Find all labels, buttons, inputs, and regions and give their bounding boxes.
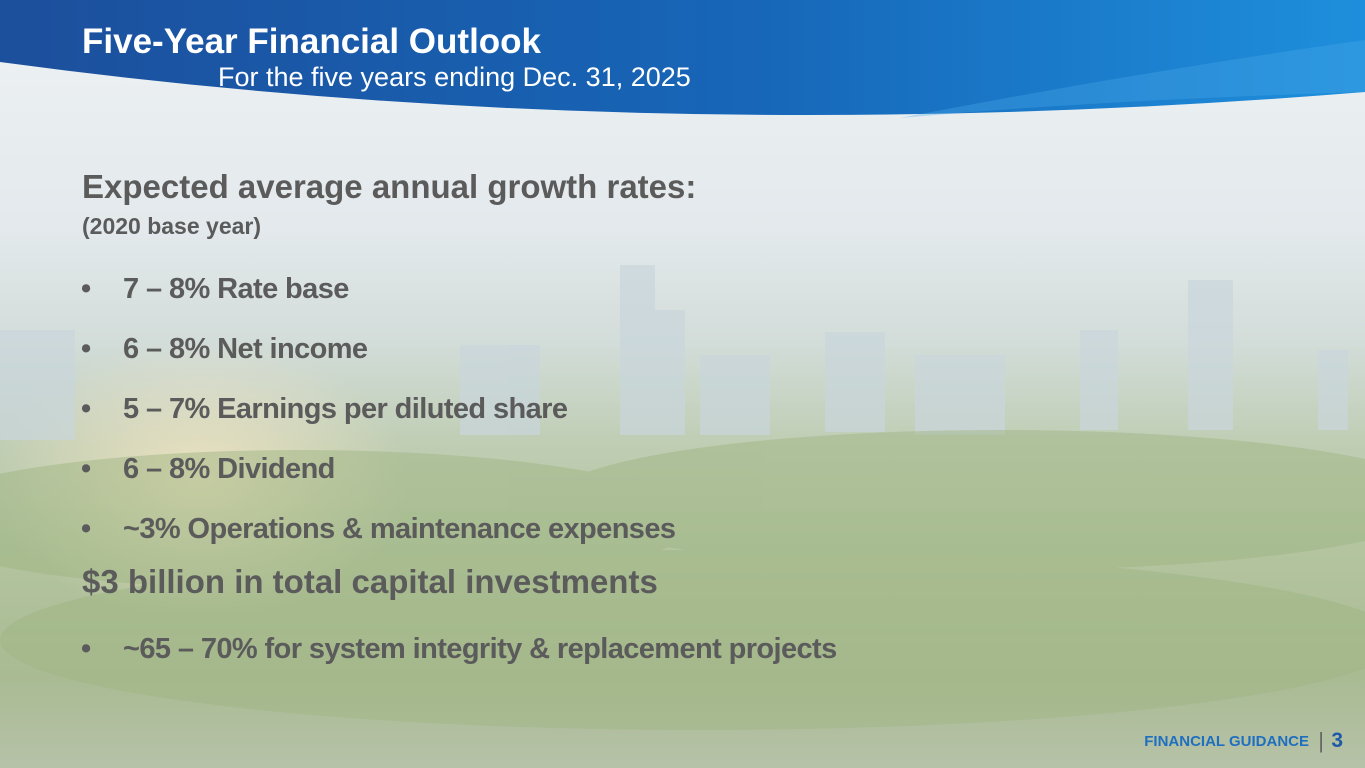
bullet-item: 5 – 7% Earnings per diluted share (81, 393, 568, 426)
bullet-item: ~3% Operations & maintenance expenses (81, 513, 676, 546)
bullet-item: 7 – 8% Rate base (81, 273, 349, 306)
footer-label: FINANCIAL GUIDANCE (1144, 733, 1309, 750)
separator: | (1318, 728, 1324, 753)
page-number: 3 (1331, 729, 1343, 752)
section-heading: Expected average annual growth rates: (82, 168, 697, 205)
bullet-item: ~65 – 70% for system integrity & replace… (81, 633, 837, 666)
bullet-item: 6 – 8% Dividend (81, 453, 335, 486)
header-band (0, 0, 1365, 118)
section-heading: $3 billion in total capital investments (82, 563, 658, 600)
section-note: (2020 base year) (82, 213, 262, 239)
title: Five-Year Financial Outlook (82, 22, 542, 61)
bullet-item: 6 – 8% Net income (81, 333, 368, 366)
subtitle: For the five years ending Dec. 31, 2025 (218, 62, 691, 92)
